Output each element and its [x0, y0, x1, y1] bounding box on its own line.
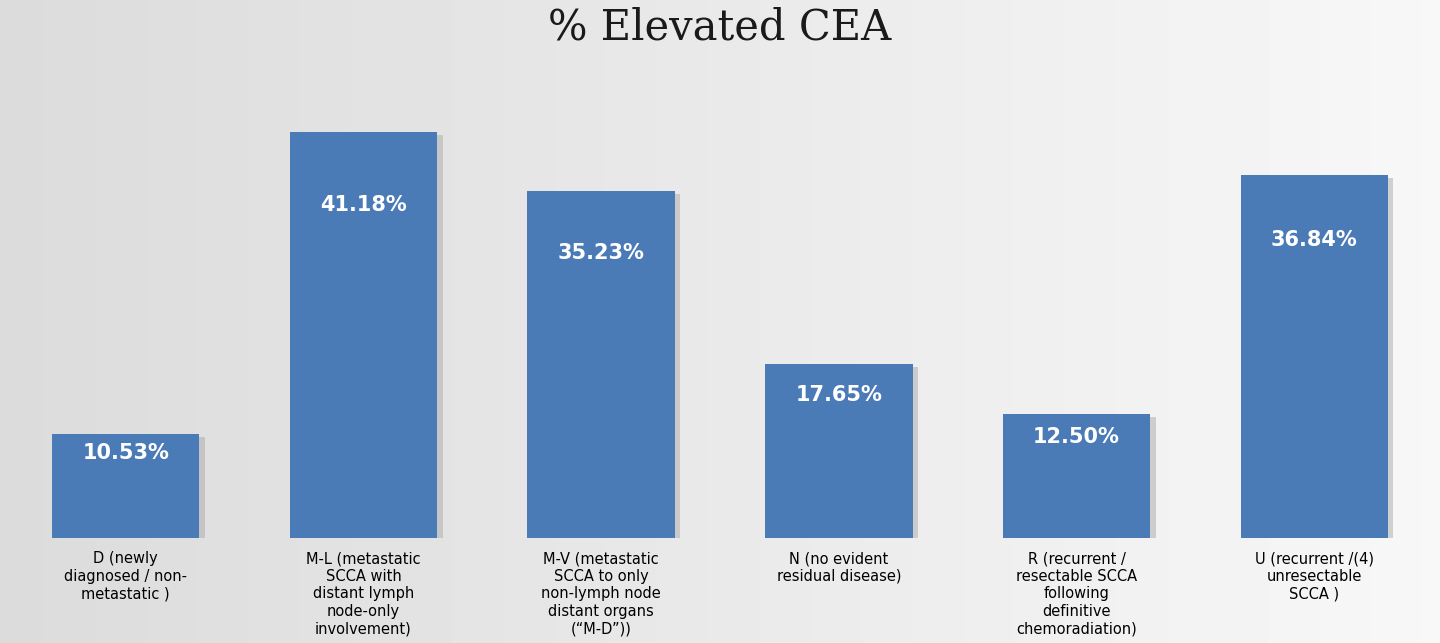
Bar: [527, 191, 675, 538]
Bar: [52, 434, 200, 538]
Title: % Elevated CEA: % Elevated CEA: [549, 7, 891, 49]
Text: 36.84%: 36.84%: [1272, 230, 1358, 250]
Bar: [765, 364, 913, 538]
Bar: [556, 194, 681, 538]
Text: 12.50%: 12.50%: [1032, 427, 1120, 447]
Bar: [79, 437, 204, 538]
Text: 41.18%: 41.18%: [320, 195, 408, 215]
Bar: [317, 135, 442, 538]
Bar: [1002, 415, 1151, 538]
Text: 10.53%: 10.53%: [82, 442, 170, 462]
Bar: [289, 132, 438, 538]
Bar: [1031, 417, 1156, 538]
Bar: [1269, 177, 1394, 538]
Text: 35.23%: 35.23%: [557, 243, 645, 263]
Text: 17.65%: 17.65%: [795, 385, 883, 405]
Bar: [793, 367, 919, 538]
Bar: [1240, 175, 1388, 538]
